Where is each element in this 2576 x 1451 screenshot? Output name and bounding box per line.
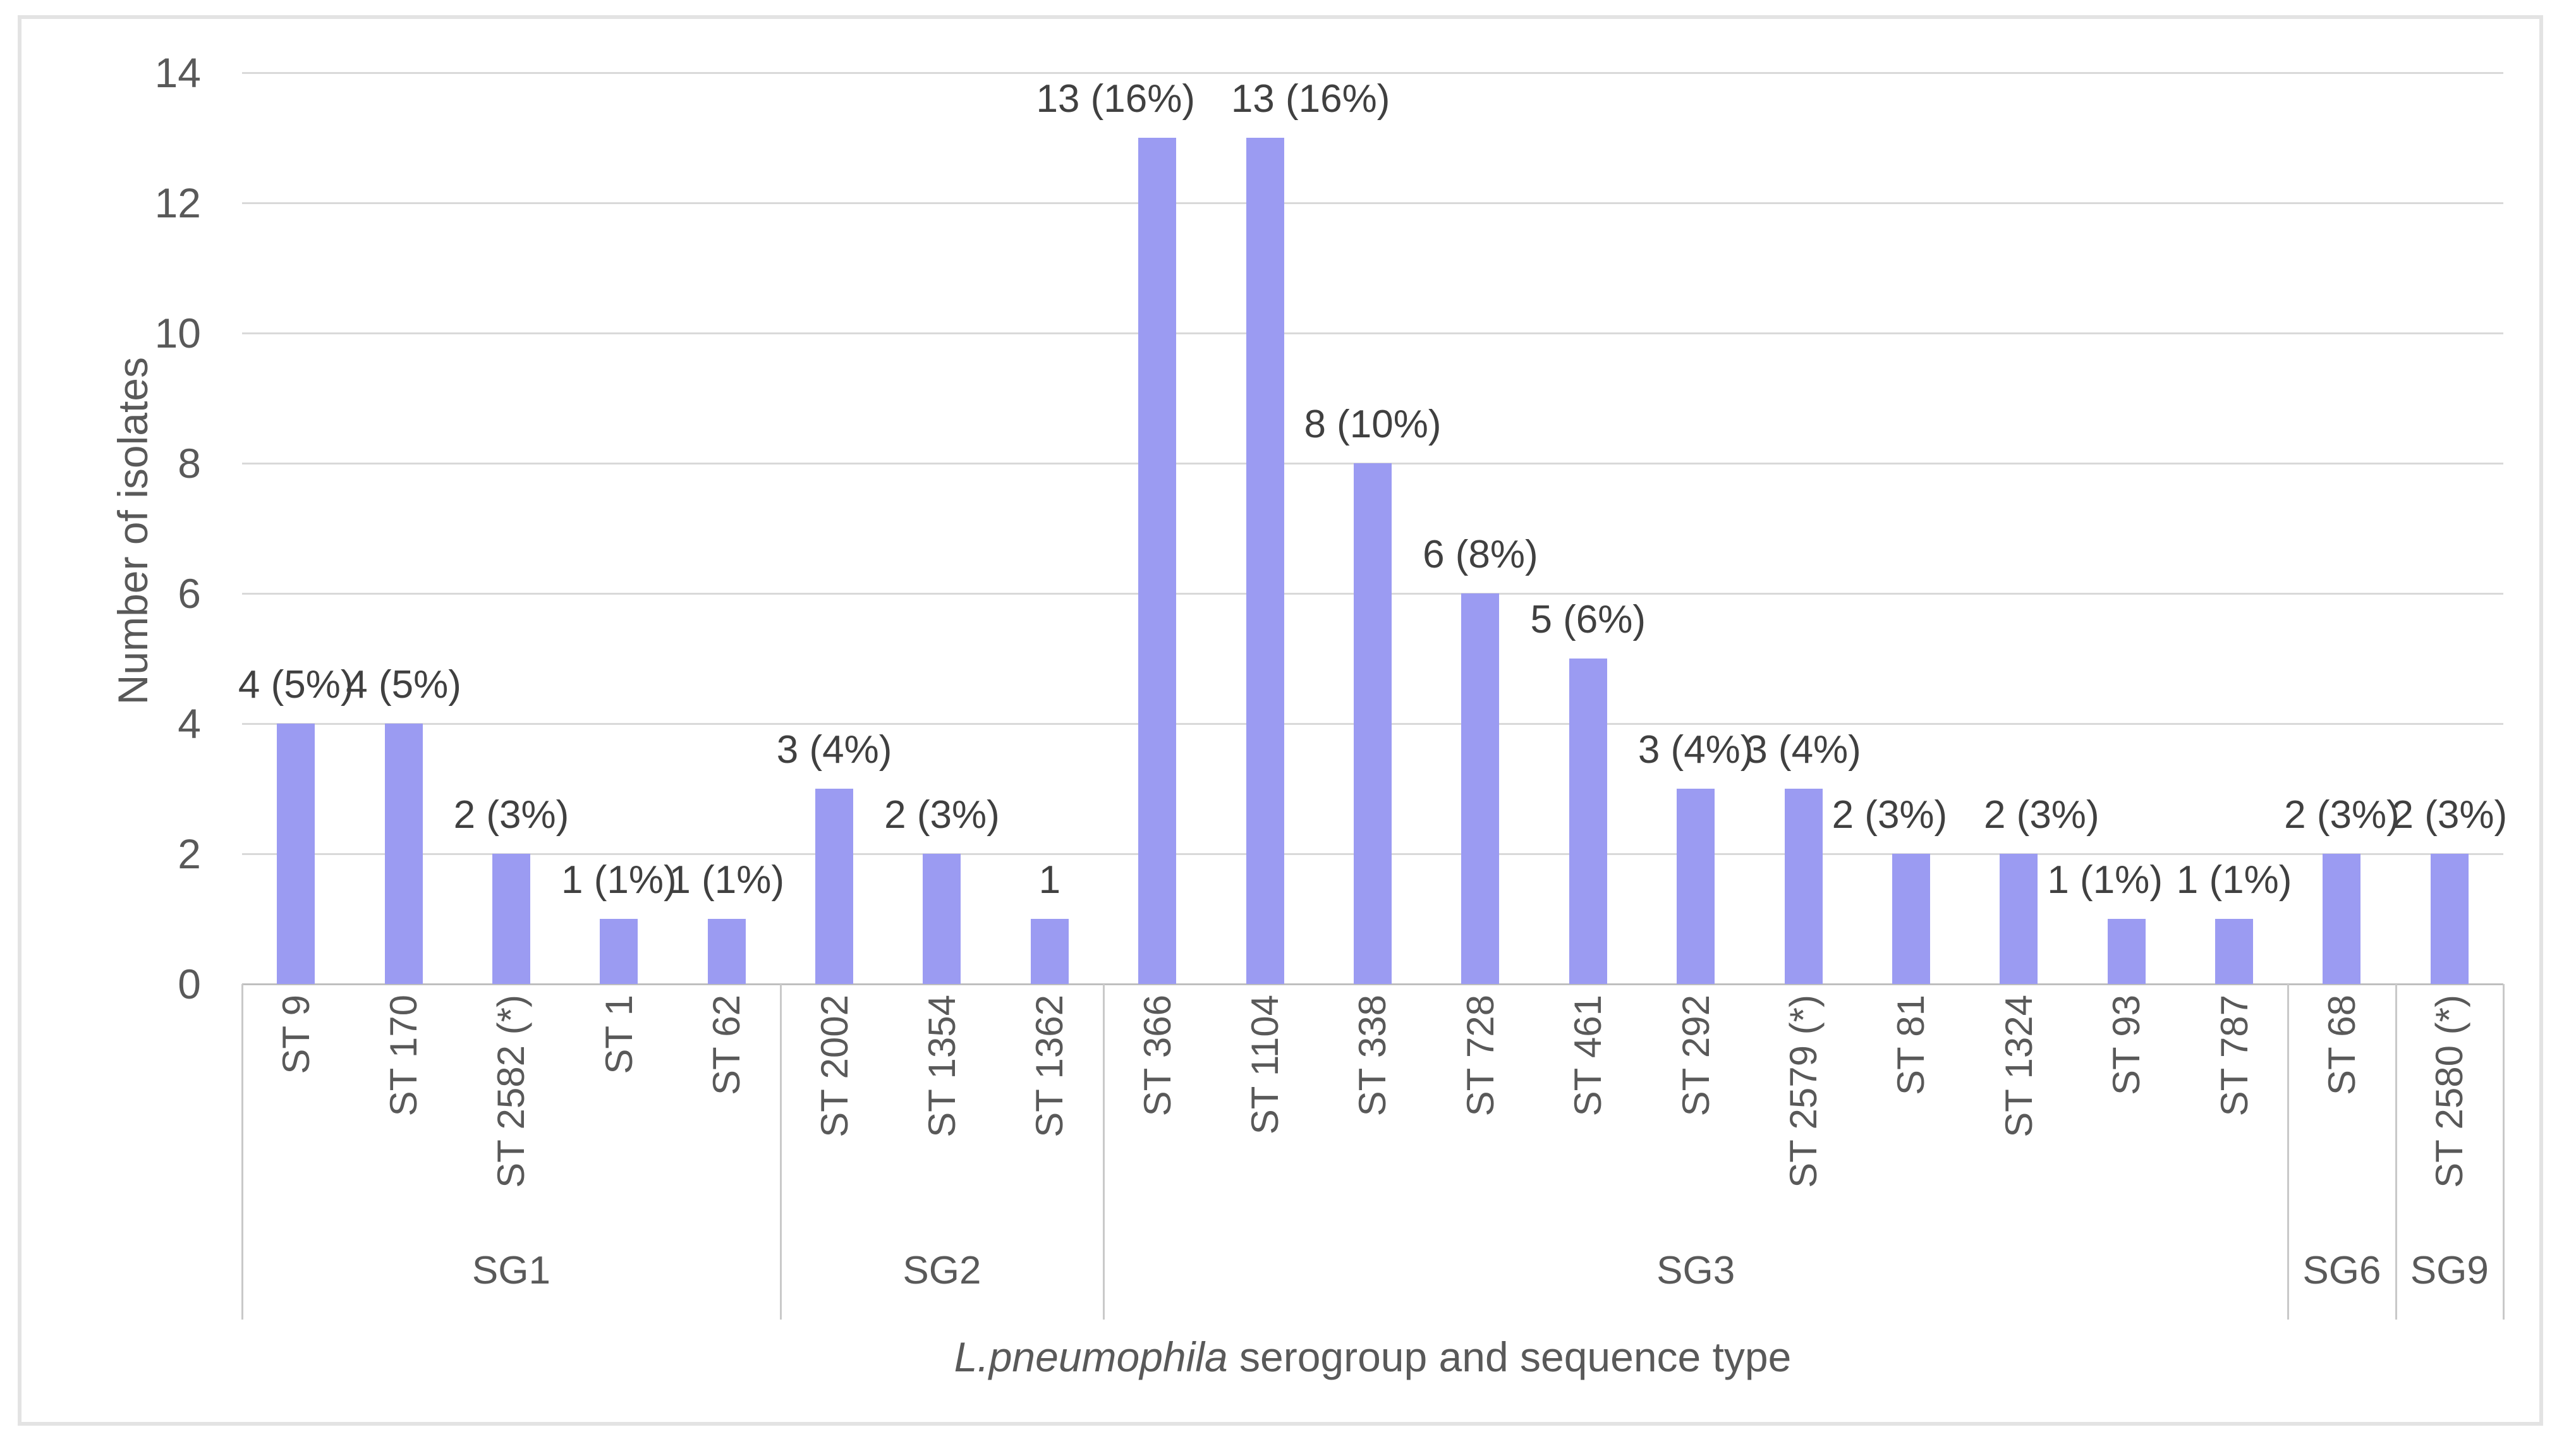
- bar-value-label: 13 (16%): [1230, 77, 1390, 121]
- bar-value-label: 2 (3%): [1832, 793, 1948, 837]
- bar: [384, 724, 423, 984]
- y-tick-label: 0: [178, 961, 201, 1007]
- gridline: [242, 202, 2503, 204]
- x-axis-title-rest: serogroup and sequence type: [1227, 1333, 1792, 1380]
- bar-value-label: 1: [1038, 858, 1061, 902]
- bar: [1461, 593, 1500, 984]
- gridline: [242, 72, 2503, 74]
- x-category-label-text: ST 1324: [1997, 995, 2040, 1138]
- y-tick-label: 6: [178, 570, 201, 617]
- bar: [707, 919, 746, 984]
- bar-value-label: 2 (3%): [1983, 793, 2099, 837]
- y-axis-title: Number of isolates: [88, 158, 177, 904]
- serogroup-label: SG3: [1656, 1249, 1735, 1292]
- x-axis-title-species: L.pneumophila: [954, 1333, 1228, 1380]
- x-category-label-text: ST 2002: [813, 995, 856, 1138]
- serogroup-separator: [2395, 984, 2397, 1320]
- y-tick-label: 4: [178, 700, 201, 747]
- x-category-label-text: ST 81: [1890, 995, 1933, 1095]
- gridline: [242, 332, 2503, 334]
- bar: [1030, 919, 1069, 984]
- x-axis-line: [242, 983, 2503, 985]
- bar: [1138, 138, 1177, 984]
- serogroup-label: SG2: [902, 1249, 981, 1292]
- x-category-label-text: ST 338: [1351, 995, 1394, 1117]
- bar-value-label: 2 (3%): [453, 793, 569, 837]
- bar-value-label: 3 (4%): [776, 728, 892, 772]
- x-category-label-text: ST 1: [597, 995, 640, 1074]
- x-category-label-text: ST 461: [1567, 995, 1610, 1117]
- x-category-label-text: ST 170: [382, 995, 425, 1117]
- x-category-label-text: ST 2582 (*): [490, 995, 533, 1188]
- x-category-label-text: ST 2579 (*): [1782, 995, 1825, 1188]
- x-category-label-text: ST 62: [705, 995, 748, 1095]
- serogroup-label: SG9: [2410, 1249, 2489, 1292]
- bar: [1246, 138, 1284, 984]
- bar: [277, 724, 315, 984]
- x-category-label-text: ST 1362: [1028, 995, 1071, 1138]
- bar-value-label: 1 (1%): [2176, 858, 2292, 902]
- bar-value-label: 2 (3%): [884, 793, 1000, 837]
- bar-value-label: 3 (4%): [1746, 728, 1861, 772]
- bar-value-label: 1 (1%): [669, 858, 785, 902]
- y-tick-label: 8: [178, 440, 201, 487]
- x-category-label-text: ST 1104: [1244, 995, 1287, 1135]
- bar: [923, 854, 961, 984]
- x-category-label-text: ST 292: [1674, 995, 1717, 1117]
- x-category-label-text: ST 728: [1459, 995, 1502, 1117]
- bar: [1354, 463, 1392, 984]
- y-axis-title-text: Number of isolates: [109, 356, 156, 705]
- serogroup-label: SG6: [2302, 1249, 2381, 1292]
- bar: [2323, 854, 2361, 984]
- bar-value-label: 4 (5%): [346, 663, 461, 707]
- bar: [1784, 789, 1823, 984]
- serogroup-separator: [1103, 984, 1105, 1320]
- serogroup-separator: [779, 984, 782, 1320]
- bar: [2430, 854, 2469, 984]
- y-tick-label: 2: [178, 830, 201, 877]
- bar: [1677, 789, 1715, 984]
- bar-value-label: 2 (3%): [2284, 793, 2400, 837]
- y-tick-label: 10: [154, 310, 201, 356]
- y-tick-label: 12: [154, 179, 201, 226]
- x-category-label-text: ST 68: [2320, 995, 2363, 1095]
- bar-value-label: 13 (16%): [1036, 77, 1196, 121]
- bar-value-label: 4 (5%): [238, 663, 354, 707]
- bar-value-label: 5 (6%): [1530, 598, 1646, 641]
- bar: [492, 854, 530, 984]
- x-category-label-text: ST 9: [274, 995, 317, 1074]
- serogroup-separator: [241, 984, 243, 1320]
- x-category-label-text: ST 366: [1136, 995, 1179, 1117]
- x-category-label-text: ST 1354: [920, 995, 963, 1138]
- bar: [2000, 854, 2038, 984]
- bar-value-label: 1 (1%): [2047, 858, 2163, 902]
- serogroup-label: SG1: [471, 1249, 550, 1292]
- bar: [1569, 659, 1607, 984]
- x-category-label-text: ST 93: [2105, 995, 2148, 1095]
- bar: [2215, 919, 2254, 984]
- bar: [815, 789, 854, 984]
- x-category-label-text: ST 2580 (*): [2428, 995, 2471, 1188]
- x-category-label-text: ST 787: [2213, 995, 2256, 1117]
- bar-value-label: 6 (8%): [1423, 533, 1538, 576]
- bar-value-label: 1 (1%): [561, 858, 677, 902]
- bar-value-label: 3 (4%): [1637, 728, 1754, 772]
- bar: [2107, 919, 2146, 984]
- serogroup-separator: [2503, 984, 2505, 1320]
- x-axis-title: L.pneumophila serogroup and sequence typ…: [242, 1331, 2503, 1383]
- bar: [1892, 854, 1930, 984]
- serogroup-separator: [2287, 984, 2290, 1320]
- bar: [600, 919, 638, 984]
- bar-value-label: 2 (3%): [2391, 793, 2508, 837]
- bar-value-label: 8 (10%): [1304, 403, 1442, 446]
- y-tick-label: 14: [154, 49, 201, 96]
